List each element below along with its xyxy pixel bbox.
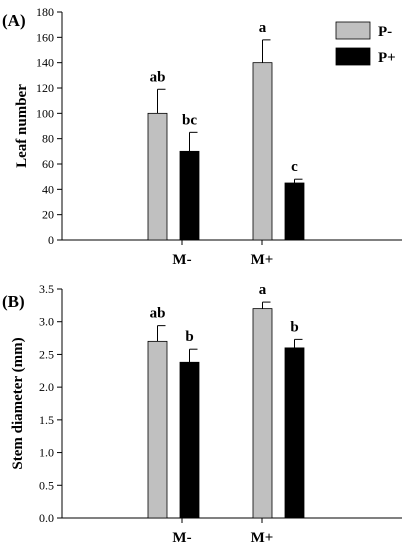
legend-label: P+ — [378, 50, 396, 66]
y-tick-label: 2.0 — [39, 380, 54, 394]
bar — [284, 347, 305, 519]
bar — [147, 112, 168, 241]
y-tick-label: 120 — [36, 81, 54, 95]
legend-swatch — [335, 47, 371, 66]
significance-label: ab — [150, 69, 166, 85]
y-tick-label: 100 — [36, 106, 54, 120]
legend-swatch — [335, 21, 371, 40]
legend-label: P- — [378, 24, 392, 40]
significance-label: a — [259, 282, 267, 298]
bar — [284, 182, 305, 241]
y-tick-label: 0 — [48, 233, 54, 247]
y-tick-label: 1.0 — [39, 446, 54, 460]
significance-label: b — [185, 329, 193, 345]
y-tick-label: 40 — [42, 182, 54, 196]
x-category-label: M- — [172, 252, 191, 268]
y-tick-label: 2.5 — [39, 347, 54, 361]
chart-panel-a: (A) 0 20 40 60 80 100 120 140 160 180 M- M+ Leaf numb… — [2, 5, 402, 268]
bar — [179, 150, 200, 241]
y-tick-label: 160 — [36, 30, 54, 44]
y-tick-label: 80 — [42, 132, 54, 146]
y-tick-label: 0.5 — [39, 478, 54, 492]
x-category-label: M+ — [251, 530, 274, 546]
y-tick-label: 3.0 — [39, 315, 54, 329]
bar — [147, 340, 168, 519]
x-category-label: M+ — [251, 252, 274, 268]
significance-label: c — [291, 159, 298, 175]
legend: P- P+ — [335, 21, 396, 66]
y-axis-title: Leaf number — [14, 84, 30, 168]
y-tick-label: 20 — [42, 208, 54, 222]
panel-label: (B) — [2, 292, 25, 311]
significance-label: b — [290, 319, 298, 335]
bar — [252, 62, 273, 241]
y-tick-label: 0.0 — [39, 511, 54, 525]
panel-label: (A) — [2, 11, 26, 30]
y-tick-label: 140 — [36, 56, 54, 70]
x-category-label: M- — [172, 530, 191, 546]
bar — [252, 308, 273, 519]
bar — [179, 361, 200, 519]
y-tick-label: 60 — [42, 157, 54, 171]
y-axis-title: Stem diameter (mm) — [10, 337, 26, 469]
y-tick-label: 3.5 — [39, 282, 54, 296]
y-tick-label: 1.5 — [39, 413, 54, 427]
chart-panel-b: (B) 0.0 0.5 1.0 1.5 2.0 2.5 3.0 3.5 M- M+ Stem diam… — [2, 282, 402, 546]
significance-label: a — [259, 20, 267, 36]
y-tick-label: 180 — [36, 5, 54, 19]
significance-label: ab — [150, 306, 166, 322]
significance-label: bc — [182, 112, 197, 128]
